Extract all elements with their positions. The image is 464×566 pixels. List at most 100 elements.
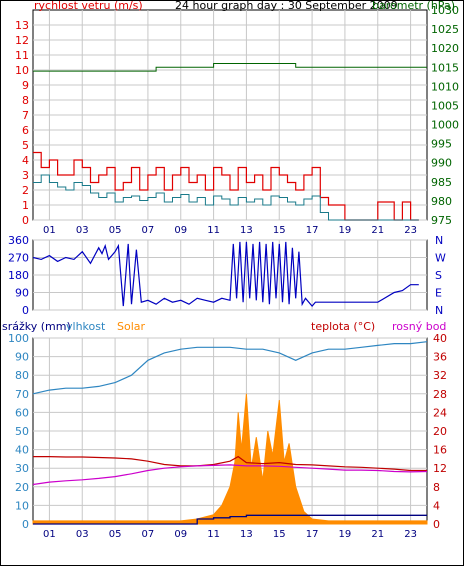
temperature-axis-label: teplota (°C) [311,320,375,333]
pressure-tick-label: 1020 [431,42,459,55]
wind-tick-label: 3 [22,169,29,182]
x-tick-label: 11 [207,529,220,540]
wind-axis-label: rychlost vetru (m/s) [34,0,143,12]
pressure-tick-label: 1010 [431,80,459,93]
temperature-tick-label: 24 [433,406,447,419]
x-tick-label: 01 [43,225,56,236]
x-tick-label: 05 [109,225,122,236]
temperature-series [33,455,427,472]
temperature-tick-label: 8 [433,481,440,494]
humidity-tick-label: 10 [15,499,29,512]
pressure-tick-label: 995 [431,138,452,151]
wind-tick-label: 4 [22,154,29,167]
humidity-tick-label: 80 [15,369,29,382]
humidity-tick-label: 70 [15,388,29,401]
temperature-tick-label: 32 [433,369,447,382]
humidity-tick-label: 90 [15,351,29,364]
pressure-tick-label: 1025 [431,23,459,36]
x-tick-label: 23 [404,225,417,236]
chart-title: 24 hour graph day : 30 September 2009 [175,0,398,12]
x-tick-label: 11 [207,225,220,236]
wind-tick-label: 0 [22,214,29,227]
x-tick-label: 19 [339,225,352,236]
x-tick-label: 05 [109,529,122,540]
wind-tick-label: 10 [15,64,29,77]
x-tick-label: 01 [43,529,56,540]
pressure-tick-label: 975 [431,214,452,227]
pressure-axis-label: barometr (hPa) [372,0,455,12]
direction-series [32,241,419,308]
direction-tick-label: 0 [22,304,29,317]
x-tick-label: 13 [240,529,253,540]
humidity-series [32,341,428,395]
humidity-tick-label: 20 [15,481,29,494]
pressure-tick-label: 1005 [431,99,459,112]
direction-tick-label: 270 [8,252,29,265]
x-tick-label: 15 [273,529,286,540]
x-tick-label: 09 [174,529,187,540]
solar-series [32,393,428,525]
pressure-tick-label: 1000 [431,119,459,132]
temperature-tick-label: 40 [433,332,447,345]
wind-tick-label: 11 [15,49,29,62]
x-tick-label: 17 [306,529,319,540]
wind-tick-label: 8 [22,94,29,107]
x-tick-label: 09 [174,225,187,236]
climate-panel: 01 03 05 07 09 11 13 15 17 19 21 230102030405060708… [2,320,447,540]
compass-tick-label: N [435,234,443,247]
dewpoint-series [32,464,428,486]
direction-tick-label: 90 [15,287,29,300]
x-tick-label: 17 [306,225,319,236]
temperature-tick-label: 0 [433,518,440,531]
compass-tick-label: W [435,252,446,265]
wind-tick-label: 9 [22,79,29,92]
humidity-tick-label: 50 [15,425,29,438]
temperature-tick-label: 4 [433,499,440,512]
pressure-tick-label: 1015 [431,61,459,74]
humidity-tick-label: 40 [15,444,29,457]
wind-tick-label: 5 [22,139,29,152]
x-tick-label: 03 [76,529,89,540]
wind-tick-label: 2 [22,184,29,197]
wind-tick-label: 12 [15,34,29,47]
pressure-tick-label: 980 [431,195,452,208]
pressure-tick-label: 990 [431,157,452,170]
compass-tick-label: N [435,304,443,317]
rain-axis-label: srážky (mm) [2,320,71,333]
humidity-tick-label: 0 [22,518,29,531]
humidity-axis-label: vlhkost [66,320,106,333]
wind-direction-panel: 0 N 90 E 180 S 270 W 360 N [8,234,446,317]
average-series [33,174,419,221]
temperature-tick-label: 16 [433,444,447,457]
x-tick-label: 03 [76,225,89,236]
pressure-tick-label: 985 [431,176,452,189]
x-tick-label: 19 [339,529,352,540]
direction-tick-label: 180 [8,269,29,282]
temperature-tick-label: 28 [433,388,447,401]
temperature-tick-label: 36 [433,351,447,364]
dewpoint-axis-label: rosný bod [392,320,446,333]
x-tick-label: 21 [371,225,384,236]
rain-series [33,514,427,525]
humidity-tick-label: 30 [15,462,29,475]
humidity-tick-label: 100 [8,332,29,345]
x-tick-label: 15 [273,225,286,236]
x-tick-label: 07 [142,225,155,236]
humidity-tick-label: 60 [15,406,29,419]
wind-tick-label: 6 [22,124,29,137]
x-tick-label: 23 [404,529,417,540]
direction-tick-label: 360 [8,234,29,247]
pressure-series [33,63,427,72]
temperature-tick-label: 12 [433,462,447,475]
wind-tick-label: 13 [15,19,29,32]
solar-axis-label: Solar [117,320,146,333]
gust-series [33,151,419,221]
x-tick-label: 21 [371,529,384,540]
x-tick-label: 07 [142,529,155,540]
compass-tick-label: S [435,269,442,282]
compass-tick-label: E [435,287,442,300]
wind-tick-label: 7 [22,109,29,122]
pressure-tick-label: 1030 [431,4,459,17]
wind-tick-label: 1 [22,199,29,212]
